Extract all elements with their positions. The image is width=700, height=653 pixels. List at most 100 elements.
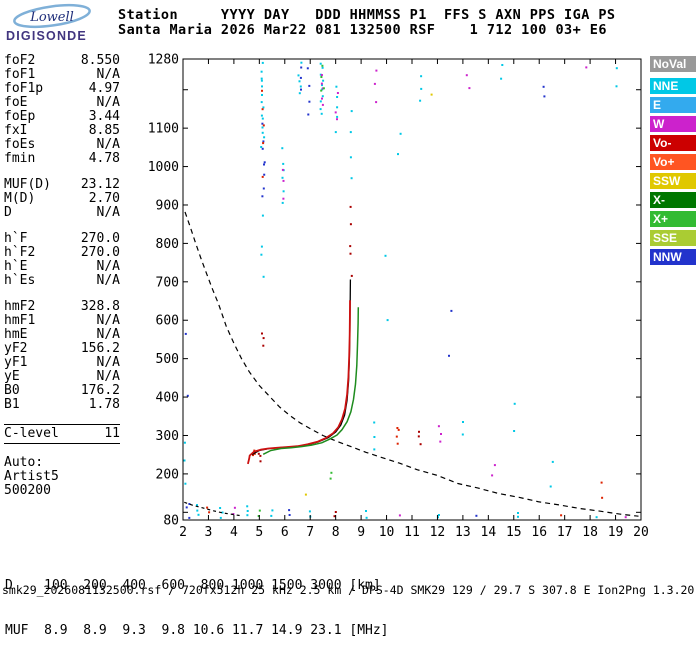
param-row: hmE N/A [4,328,120,342]
legend-item-ssw: SSW [650,173,696,189]
param-panel: foF2 8.550 foF1 N/A foF1p 4.97 foE N/A foEp 3.44 f… [4,54,120,510]
param-value: 176.2 [80,383,120,398]
y-tick-label: 400 [156,391,179,406]
x-tick-label: 11 [404,525,420,540]
param-value: N/A [96,273,120,288]
x-tick-label: 2 [179,525,187,540]
param-value: 8.85 [88,123,120,138]
param-row: h`E N/A [4,260,120,274]
param-group: hmF2 328.8 hmF1 N/A hmE N/A yF2 156.2 yF1 N/A yE N/… [4,300,120,412]
x-tick-label: 9 [357,525,365,540]
y-tick-label: 600 [156,314,179,329]
param-value: N/A [96,313,120,328]
param-label: hmF2 [4,299,36,314]
param-value: 4.78 [88,151,120,166]
legend-item-w: W [650,116,696,132]
y-tick-label: 700 [156,275,179,290]
header-columns-line: Station YYYY DAY DDD HHMMSS P1 FFS S AXN… [118,7,616,23]
param-group: foF2 8.550 foF1 N/A foF1p 4.97 foE N/A foEp 3.44 f… [4,54,120,166]
logo-swoosh [13,3,91,29]
param-row: 500200 [4,484,120,498]
param-group: C-level 11 [4,424,120,444]
param-label: B1 [4,397,20,412]
x-tick-label: 5 [255,525,263,540]
param-label: foF2 [4,53,36,68]
param-label: foF1p [4,81,44,96]
param-row: C-level 11 [4,427,120,441]
param-value: 23.12 [80,177,120,192]
param-label: fxI [4,123,28,138]
legend-item-x: X- [650,192,696,208]
distance-row: D 100 200 400 600 800 1000 1500 3000 [km… [5,578,381,593]
x-axis-ticks: 2 3 4 5 6 7 8 9 10 11 12 13 14 15 16 17 18 19 20 [179,59,649,540]
param-row: hmF1 N/A [4,314,120,328]
x-tick-label: 19 [608,525,624,540]
param-group: h`F 270.0 h`F2 270.0 h`E N/A h`Es N/A [4,232,120,288]
param-label: yF1 [4,355,28,370]
e-profile-dashed [184,501,242,517]
y-tick-label: 1100 [148,122,179,137]
y-tick-label: 300 [156,429,179,444]
y-tick-label: 80 [163,514,179,529]
param-label: yE [4,369,20,384]
x-tick-label: 12 [430,525,446,540]
param-value: 328.8 [80,299,120,314]
legend-item-vo: Vo- [650,135,696,151]
status-bar: smk29_2026081132500.rsf / 720fx512h 25 k… [2,583,695,597]
param-row: Artist5 [4,470,120,484]
param-value: 8.550 [80,53,120,68]
header-values-line: Santa Maria 2026 Mar22 081 132500 RSF 1 … [118,22,607,38]
plot-frame [182,58,642,521]
lowell-digisonde-logo: Lowell DIGISONDE [6,3,91,43]
param-row: h`Es N/A [4,274,120,288]
param-value: N/A [96,137,120,152]
param-label: C-level [4,426,59,441]
param-label: Auto: [4,455,44,470]
param-label: MUF(D) [4,177,51,192]
x-tick-label: 7 [306,525,314,540]
param-row: M(D) 2.70 [4,192,120,206]
x-tick-label: 18 [582,525,598,540]
ionogram-plot: 2 3 4 5 6 7 8 9 10 11 12 13 14 15 16 17 18 19 20 1280 1100 10… [148,53,649,541]
muf-row: MUF 8.9 8.9 9.3 9.8 10.6 11.7 14.9 23.1 … [5,623,389,638]
param-row: foF1p 4.97 [4,82,120,96]
legend-item-nnw: NNW [650,249,696,265]
param-row: foEp 3.44 [4,110,120,124]
param-label: fmin [4,151,36,166]
model-trace [251,279,352,456]
param-value: 156.2 [80,341,120,356]
param-row: yF2 156.2 [4,342,120,356]
param-row: B1 1.78 [4,398,120,412]
param-label: yF2 [4,341,28,356]
x-tick-label: 17 [557,525,573,540]
x-tick-label: 13 [455,525,471,540]
legend-item-sse: SSE [650,230,696,246]
x-mode-trace [262,307,360,455]
param-row: foEs N/A [4,138,120,152]
param-value: N/A [96,67,120,82]
param-label: Artist5 [4,469,59,484]
o-mode-trace [247,300,351,465]
param-row: hmF2 328.8 [4,300,120,314]
legend-item-nne: NNE [650,78,696,94]
param-row: fxI 8.85 [4,124,120,138]
param-row: MUF(D) 23.12 [4,178,120,192]
param-row: yF1 N/A [4,356,120,370]
param-row: foF1 N/A [4,68,120,82]
dmuf-table: D 100 200 400 600 800 1000 1500 3000 [km… [5,548,389,653]
param-label: foE [4,95,28,110]
param-row: D N/A [4,206,120,220]
y-tick-label: 500 [156,352,179,367]
y-axis-ticks: 1280 1100 1000 900 800 700 600 500 400 300 200 80 [148,53,641,529]
y-tick-label: 800 [156,237,179,252]
x-tick-label: 4 [230,525,238,540]
x-tick-label: 6 [281,525,289,540]
param-row: fmin 4.78 [4,152,120,166]
param-value: N/A [96,327,120,342]
legend-item-x: X+ [650,211,696,227]
x-tick-label: 10 [379,525,395,540]
param-value: 270.0 [80,231,120,246]
legend-item-vo: Vo+ [650,154,696,170]
x-tick-label: 15 [506,525,522,540]
param-label: h`E [4,259,28,274]
